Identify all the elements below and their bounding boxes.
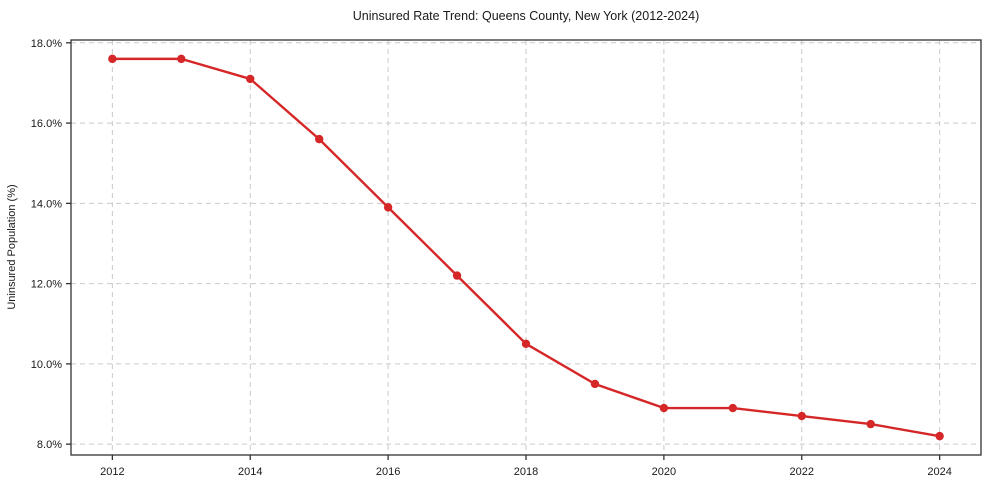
y-tick-label: 16.0% <box>31 118 62 130</box>
y-tick-label: 10.0% <box>31 359 62 371</box>
x-tick-label: 2016 <box>376 466 400 478</box>
data-point <box>728 403 738 413</box>
y-tick-label: 8.0% <box>37 439 62 451</box>
x-tick-label: 2020 <box>652 466 676 478</box>
y-tick-label: 12.0% <box>31 279 62 291</box>
x-tick-label: 2022 <box>790 466 814 478</box>
y-tick-label: 14.0% <box>31 198 62 210</box>
data-point <box>314 134 324 144</box>
data-point <box>246 74 255 84</box>
chart-title: Uninsured Rate Trend: Queens County, New… <box>352 9 700 23</box>
data-point <box>866 419 875 429</box>
data-point <box>383 203 393 212</box>
data-point <box>797 411 806 421</box>
data-point <box>590 379 600 389</box>
x-tick-label: 2024 <box>927 466 951 478</box>
data-point <box>177 54 186 64</box>
data-point <box>452 271 462 280</box>
x-tick-label: 2018 <box>514 466 538 478</box>
y-tick-label: 18.0% <box>31 38 62 50</box>
x-tick-label: 2014 <box>238 466 262 478</box>
x-tick-label: 2012 <box>100 466 124 478</box>
data-point <box>659 403 669 413</box>
data-point <box>108 54 117 64</box>
data-point <box>521 339 531 349</box>
data-point <box>935 431 944 441</box>
